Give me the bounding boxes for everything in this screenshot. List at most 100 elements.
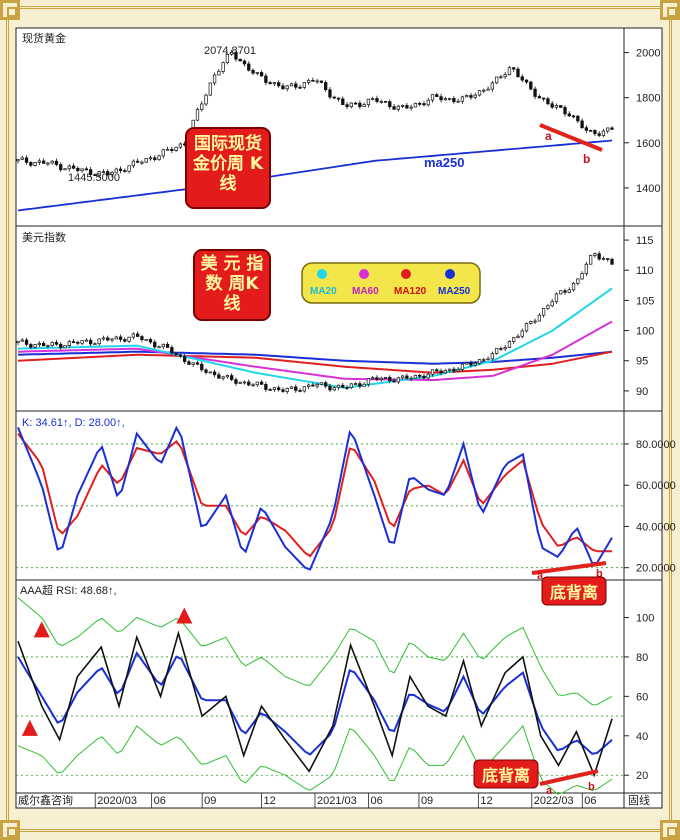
gold-candle-body: [490, 82, 494, 90]
gold-annotation-box: [185, 127, 271, 209]
rsi-y-tick-label: 60: [636, 691, 648, 703]
dxy-candle-body: [123, 339, 127, 342]
kd-y-tick-label: 80.0000: [636, 439, 676, 451]
dxy-candle-body: [294, 386, 298, 391]
gold-candle-body: [537, 96, 542, 99]
dxy-candle-body: [148, 339, 153, 343]
dxy-candle-body: [422, 375, 426, 379]
dxy-candle-body: [576, 278, 580, 284]
gold-candle-body: [550, 103, 554, 108]
dxy-y-tick-label: 95: [636, 356, 648, 368]
gold-candle-body: [306, 79, 311, 83]
dxy-candle-body: [165, 343, 170, 348]
gold-candle-body: [469, 95, 473, 98]
dxy-candle-body: [388, 376, 392, 382]
gold-candle-body: [29, 162, 33, 166]
dxy-candle-body: [50, 342, 54, 346]
dxy-candle-body: [529, 321, 533, 324]
legend-dot-ma60: [359, 269, 369, 279]
gold-candle-body: [392, 106, 396, 110]
dxy-candle-body: [285, 388, 289, 392]
gold-candle-body: [37, 160, 42, 163]
gold-candle-body: [302, 82, 306, 88]
dxy-candle-body: [550, 301, 554, 307]
dxy-candle-body: [336, 384, 341, 389]
gold-candle-body: [225, 53, 230, 64]
time-axis: 2020/03 06 09 12 2021/03 06 09 12 2022/03 06: [94, 793, 597, 808]
dxy-candle-body: [234, 379, 238, 384]
dxy-candle-body: [191, 362, 195, 365]
dxy-candle-body: [559, 290, 563, 295]
gold-candle-body: [204, 94, 208, 105]
dxy-y-tick-label: 90: [636, 386, 648, 398]
gold-candle-body: [477, 90, 482, 96]
gold-annotation-text: 国际现货金价周 K线: [192, 134, 264, 194]
dxy-y-tick-label: 110: [636, 265, 654, 277]
dxy-candle-body: [319, 382, 324, 385]
gold-candle-body: [503, 74, 507, 78]
gold-candle-body: [63, 168, 67, 171]
gold-candle-body: [554, 105, 559, 108]
gold-candle-body: [426, 99, 430, 106]
gold-candle-body: [375, 98, 379, 102]
dxy-candle-body: [499, 348, 503, 350]
gold-low-label: 1445.5000: [68, 172, 120, 184]
gold-candle-body: [588, 130, 593, 132]
dxy-candle-body: [396, 377, 400, 383]
dxy-candle-body: [447, 368, 452, 371]
rsi-upper-band: [17, 597, 613, 706]
dxy-ma60-line: [17, 320, 613, 381]
dxy-candle-body: [465, 362, 469, 365]
gold-candle-body: [157, 155, 161, 160]
gold-candle-body: [324, 82, 328, 91]
gold-candle-body: [294, 83, 298, 88]
gold-candle-body: [41, 160, 46, 164]
dxy-candle-body: [131, 333, 136, 338]
gold-candle-body: [452, 97, 456, 103]
gold-candle-body: [443, 98, 447, 101]
kd-k-line: [17, 425, 613, 571]
corner-ornament-bottom-left: [0, 820, 20, 840]
dxy-candle-body: [353, 383, 358, 385]
gold-point-b: b: [583, 152, 590, 166]
dxy-candle-body: [306, 384, 311, 388]
gold-candle-body: [559, 105, 563, 108]
gold-candle-body: [388, 101, 392, 108]
dxy-candle-body: [20, 339, 24, 342]
dxy-candle-body: [67, 341, 71, 346]
footer-right-label: 固线: [628, 793, 650, 807]
gold-candle-body: [272, 82, 277, 85]
time-axis-label: 09: [204, 795, 216, 807]
dxy-candle-body: [311, 384, 315, 387]
gold-candle-body: [140, 161, 144, 164]
gold-candle-body: [383, 100, 388, 103]
gold-candle-body: [546, 98, 550, 105]
gold-candle-body: [593, 130, 597, 135]
gold-candle-body: [285, 85, 289, 90]
kd-trend-line: [531, 561, 607, 575]
footer-source: 威尔鑫咨询: [18, 793, 73, 807]
gold-candle-body: [59, 164, 63, 171]
corner-ornament-top-left: [0, 0, 20, 20]
dxy-candle-body: [328, 385, 332, 391]
rsi-extreme-marker: [33, 621, 50, 638]
gold-candle-body: [208, 82, 212, 96]
corner-ornament-top-right: [660, 0, 680, 20]
dxy-annotation-text: 美 元 指 数 周K线: [200, 254, 264, 314]
legend-label-ma250: MA250: [438, 286, 471, 297]
rsi-point-a: a: [546, 785, 553, 797]
gold-y-tick-label: 1600: [636, 138, 660, 150]
dxy-candle-body: [195, 362, 200, 365]
dxy-candle-body: [157, 346, 161, 349]
kd-chart: 20.0000 40.0000 60.0000 80.0000: [16, 425, 676, 575]
dxy-candle-body: [371, 377, 375, 380]
gold-candle-body: [148, 157, 153, 160]
dxy-candle-body: [524, 323, 529, 332]
gold-candle-body: [571, 115, 576, 118]
dxy-candle-body: [430, 369, 435, 375]
gold-candle-body: [242, 60, 247, 65]
time-axis-label: 2020/03: [97, 795, 137, 807]
dxy-candle-body: [33, 344, 37, 348]
dxy-candle-body: [88, 339, 93, 345]
